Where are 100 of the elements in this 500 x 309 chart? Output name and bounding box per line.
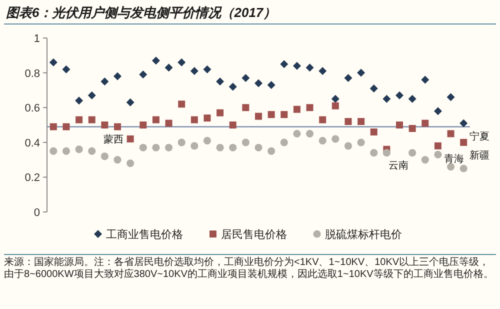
point xyxy=(190,142,198,150)
point xyxy=(408,94,416,103)
point xyxy=(216,144,224,152)
point xyxy=(280,111,288,118)
point xyxy=(434,150,442,158)
point xyxy=(75,96,84,105)
point xyxy=(446,93,455,102)
point xyxy=(50,123,57,130)
point xyxy=(164,144,173,152)
data-label: 蒙西 xyxy=(103,133,124,146)
data-label: 云南 xyxy=(388,159,409,172)
point xyxy=(447,130,454,138)
legend-label: 脱硫煤标杆电价 xyxy=(325,228,402,241)
chart-title: 图表6：光伏用户侧与发电侧平价情况（2017） xyxy=(6,5,276,20)
point xyxy=(100,152,108,160)
point xyxy=(292,62,301,70)
point xyxy=(101,122,108,128)
point xyxy=(254,144,262,152)
point xyxy=(229,144,237,152)
point xyxy=(254,79,262,88)
point xyxy=(126,98,134,106)
point xyxy=(382,94,391,103)
point xyxy=(280,138,288,146)
point xyxy=(255,112,262,120)
point xyxy=(100,78,109,86)
point xyxy=(229,122,236,128)
point xyxy=(396,91,404,100)
point xyxy=(242,104,250,112)
point xyxy=(178,138,186,146)
point xyxy=(216,78,224,86)
point xyxy=(242,138,250,146)
point xyxy=(164,64,173,72)
y-tick-label: 0.8 xyxy=(24,68,40,80)
point xyxy=(357,68,366,77)
legend-label: 工商业售电价格 xyxy=(106,228,183,241)
point xyxy=(344,74,352,82)
point xyxy=(114,72,122,80)
point xyxy=(344,118,352,126)
point xyxy=(460,164,468,172)
point xyxy=(306,64,314,72)
point xyxy=(114,156,122,164)
point xyxy=(76,116,83,124)
point xyxy=(88,116,96,124)
point xyxy=(126,135,134,142)
point xyxy=(88,91,96,100)
point xyxy=(114,123,121,130)
point xyxy=(62,65,70,74)
point xyxy=(396,122,403,128)
point xyxy=(358,118,365,126)
point xyxy=(331,94,340,103)
point xyxy=(332,102,339,110)
point xyxy=(268,111,275,118)
point xyxy=(152,116,160,124)
point xyxy=(75,146,83,154)
point xyxy=(319,116,326,124)
point xyxy=(434,107,442,116)
point xyxy=(293,106,300,113)
point xyxy=(434,142,442,150)
point xyxy=(267,80,276,89)
point xyxy=(50,147,58,155)
point xyxy=(152,56,160,65)
point xyxy=(421,76,430,84)
point xyxy=(242,74,250,82)
point xyxy=(460,119,468,128)
point xyxy=(357,138,365,146)
point xyxy=(140,122,147,128)
point xyxy=(344,142,352,150)
source-note: 来源：国家能源局。注：各省居民电价选取均价，工商业电价分为<1KV、1~10KV、10KV以上三个电压等级，由于8~6000KW项目大致对应380V~10KV的工商业项目装机规模，因此选取1~10KV等级下的工商业售电价格。 xyxy=(4,254,496,281)
point xyxy=(139,70,148,79)
point xyxy=(190,67,198,76)
data-label: 青海 xyxy=(444,152,464,165)
point xyxy=(280,60,288,68)
point xyxy=(203,65,212,74)
point xyxy=(178,100,186,108)
point xyxy=(370,149,378,157)
point xyxy=(382,149,390,157)
y-tick-label: 1 xyxy=(34,33,40,45)
point xyxy=(203,136,212,144)
legend-label: 居民售电价格 xyxy=(221,228,287,241)
point xyxy=(332,135,340,143)
point xyxy=(216,109,224,116)
point xyxy=(126,159,134,168)
y-tick-label: 0.6 xyxy=(24,102,40,115)
point xyxy=(370,84,378,92)
y-tick-label: 0.2 xyxy=(24,172,40,184)
point xyxy=(318,136,326,144)
point xyxy=(408,149,416,157)
data-label: 宁夏 xyxy=(470,130,490,142)
data-label: 新疆 xyxy=(470,149,490,162)
point xyxy=(62,123,70,130)
point xyxy=(88,147,96,155)
point xyxy=(306,130,314,138)
point xyxy=(293,130,301,138)
point xyxy=(421,156,429,164)
point xyxy=(204,114,211,122)
point xyxy=(190,116,198,124)
point xyxy=(268,147,276,155)
point xyxy=(62,147,70,155)
point xyxy=(152,144,160,152)
point xyxy=(139,144,147,152)
